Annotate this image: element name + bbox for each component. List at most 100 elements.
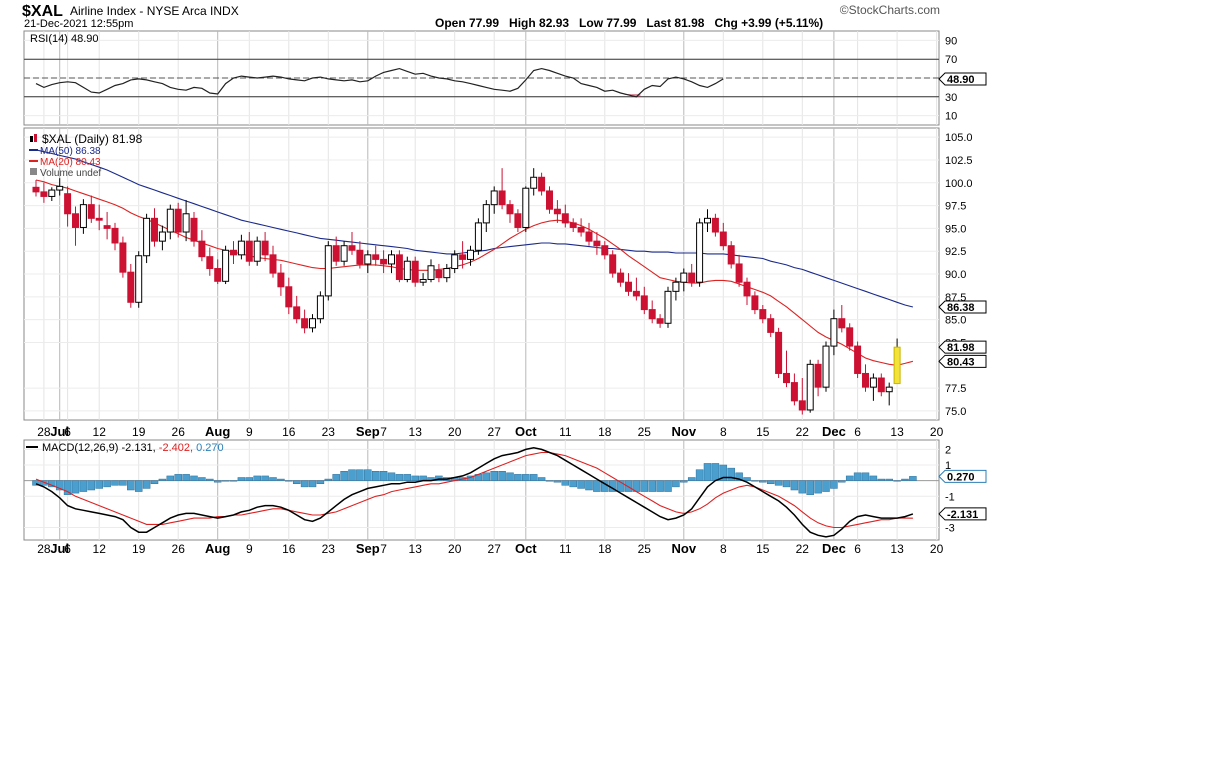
legend-candle-icon	[34, 134, 37, 142]
macd-histogram-bar	[261, 475, 269, 481]
price-last-value-box	[938, 340, 987, 354]
date-tick-label: 18	[598, 425, 612, 439]
macd-histogram-bar	[648, 480, 656, 492]
macd-histogram-bar	[901, 478, 909, 481]
macd-histogram-bar	[40, 480, 48, 486]
macd-legend-value: 0.270	[196, 442, 224, 454]
macd-histogram-bar	[711, 463, 720, 481]
date-tick-label: 20	[930, 542, 944, 556]
candle-body	[40, 191, 48, 197]
date-tick-label: 16	[282, 425, 296, 439]
macd-histogram-bar	[411, 475, 419, 481]
candle-body	[601, 245, 609, 256]
macd-histogram-bar	[332, 474, 340, 481]
ma20-line	[35, 179, 914, 366]
macd-histogram-bar	[403, 474, 412, 481]
candle-body	[198, 240, 206, 258]
macd-histogram-bar	[719, 464, 728, 481]
price-tick-label: 90.0	[945, 269, 966, 281]
candle-body	[569, 222, 577, 228]
macd-histogram-bar	[316, 480, 325, 484]
date-tick-label: 12	[93, 425, 107, 439]
price-legend-item: MA(20) 80.43	[40, 157, 101, 168]
rsi-tick-label: 90	[945, 35, 957, 47]
date-tick-label: 27	[488, 542, 502, 556]
candle-body	[380, 258, 388, 265]
candle-body	[301, 318, 309, 329]
macd-histogram-bar	[490, 471, 498, 481]
date-tick-label: 6	[64, 542, 71, 556]
candle-body	[885, 386, 893, 393]
candle-body	[395, 254, 403, 280]
macd-histogram-bar	[482, 472, 491, 481]
candle-body	[151, 217, 158, 242]
macd-histogram-bar	[703, 463, 712, 481]
macd-histogram-bar	[766, 480, 775, 484]
macd-histogram-bar	[861, 472, 870, 481]
candle-body	[316, 295, 324, 320]
legend-volume-icon	[30, 168, 37, 175]
candle-body	[293, 306, 301, 320]
candle-body	[656, 318, 664, 324]
macd-histogram-bar	[356, 469, 364, 481]
date-tick-label: 9	[246, 425, 253, 439]
date-tick-label: 8	[720, 542, 727, 556]
macd-histogram-bar	[158, 478, 167, 481]
macd-histogram-bar	[182, 474, 190, 481]
macd-histogram-bar	[198, 477, 206, 481]
macd-histogram-bar	[782, 480, 791, 488]
candle-body	[522, 187, 530, 228]
candle-body	[838, 318, 846, 329]
date-tick-label: 26	[172, 425, 186, 439]
candle-body	[846, 327, 854, 347]
macd-histogram-bar	[435, 475, 443, 481]
macd-histogram-bar	[680, 480, 688, 483]
date-tick-label: 6	[854, 425, 861, 439]
macd-histogram-bar	[269, 477, 277, 481]
macd-histogram-bar	[798, 480, 807, 494]
macd-histogram-bar	[529, 474, 538, 481]
signal-line	[35, 451, 913, 529]
date-tick-label: 23	[322, 425, 336, 439]
candle-body	[743, 281, 751, 297]
brand-logo[interactable]: ©StockCharts.com	[840, 3, 940, 17]
macd-legend-value: MACD(12,26,9)	[42, 442, 121, 454]
rsi-legend: RSI(14) 48.90	[30, 33, 98, 45]
macd-histogram-bar	[687, 477, 696, 481]
candle-body	[514, 213, 522, 228]
macd-histogram-bar	[735, 472, 743, 481]
candle-body	[403, 260, 411, 280]
candle-body	[759, 309, 767, 320]
candle-body	[127, 271, 135, 303]
macd-histogram-bar	[190, 475, 198, 481]
legend-candle-icon	[30, 136, 33, 142]
candle-body	[309, 318, 316, 329]
candle-body	[419, 278, 427, 283]
macd-histogram-bar	[774, 480, 783, 486]
candle-body	[190, 217, 198, 242]
date-tick-label: 16	[282, 542, 296, 556]
candle-body	[506, 204, 514, 215]
date-tick-label: 8	[720, 425, 727, 439]
date-tick-label: 20	[930, 425, 944, 439]
candle-body	[237, 240, 245, 256]
candle-body	[261, 240, 269, 256]
macd-histogram-bar	[79, 480, 88, 492]
candle-body	[735, 263, 743, 283]
candle-body	[751, 295, 759, 311]
macd-histogram-bar	[514, 474, 522, 481]
macd-histogram-bar	[893, 480, 901, 482]
macd-histogram-bar	[695, 469, 704, 481]
macd-histogram-bar	[853, 472, 862, 481]
candle-body	[95, 217, 103, 221]
macd-histogram-bar	[253, 475, 261, 481]
candle-body	[158, 231, 166, 242]
hist-last-value-box	[938, 469, 987, 483]
candle-body	[474, 222, 482, 251]
macd-histogram-bar	[561, 480, 570, 486]
date-tick-label: Dec	[822, 424, 846, 439]
candle-body	[672, 281, 680, 292]
candle-body	[64, 193, 72, 215]
date-tick-label: 9	[246, 542, 253, 556]
macd-tick-label: -1	[945, 491, 955, 503]
